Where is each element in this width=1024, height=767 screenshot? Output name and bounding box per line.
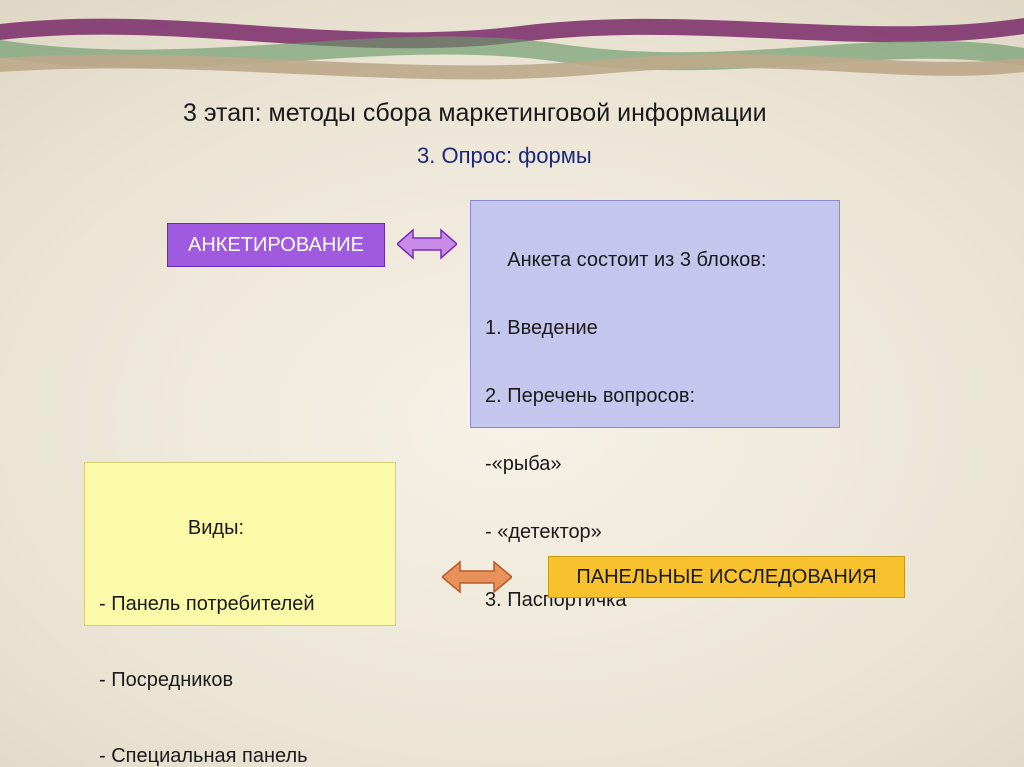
- anketa-line-4: - «детектор»: [485, 515, 825, 549]
- box-panel-detail: Виды: - Панель потребителей - Посреднико…: [84, 462, 396, 626]
- box-panel-label-text: ПАНЕЛЬНЫЕ ИССЛЕДОВАНИЯ: [576, 560, 876, 594]
- panel-line-3: - Специальная панель: [99, 737, 381, 767]
- anketa-line-2: 2. Перечень вопросов:: [485, 379, 825, 413]
- panel-line-0: Виды:: [99, 509, 381, 547]
- box-anketa-label: АНКЕТИРОВАНИЕ: [167, 223, 385, 267]
- anketa-line-1: 1. Введение: [485, 311, 825, 345]
- anketa-line-3: -«рыба»: [485, 447, 825, 481]
- slide-subtitle: 3. Опрос: формы: [417, 143, 592, 169]
- slide-title: 3 этап: методы сбора маркетинговой инфор…: [183, 99, 767, 128]
- panel-line-1: - Панель потребителей: [99, 585, 381, 623]
- wave-decoration: [0, 0, 1024, 90]
- arrow-bottom: [442, 560, 512, 594]
- panel-line-2: - Посредников: [99, 661, 381, 699]
- box-anketa-label-text: АНКЕТИРОВАНИЕ: [188, 228, 364, 262]
- box-anketa-detail: Анкета состоит из 3 блоков: 1. Введение …: [470, 200, 840, 428]
- anketa-line-0: Анкета состоит из 3 блоков:: [485, 243, 825, 277]
- arrow-top: [397, 228, 457, 260]
- box-panel-label: ПАНЕЛЬНЫЕ ИССЛЕДОВАНИЯ: [548, 556, 905, 598]
